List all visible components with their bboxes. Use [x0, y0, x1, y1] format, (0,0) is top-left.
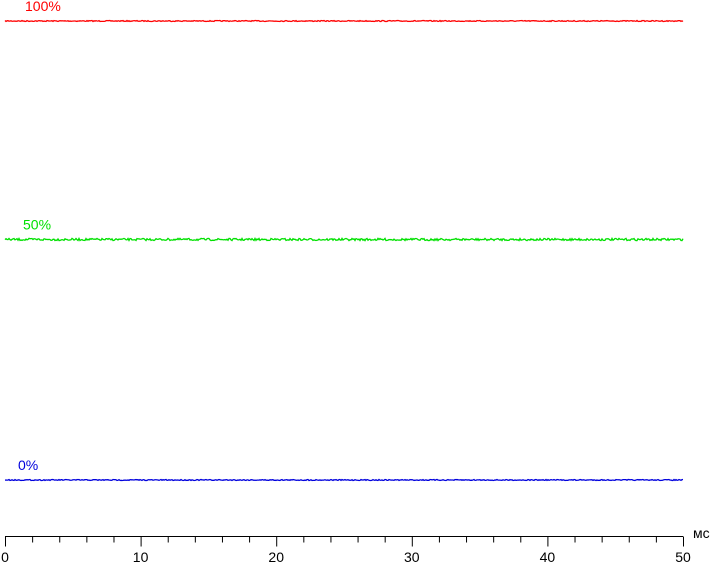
x-tick-label: 30 [404, 549, 420, 563]
x-axis-unit: мс [693, 525, 710, 541]
series-line-100 [4, 19, 684, 23]
x-axis: мс 0 10 20 30 40 50 [1, 525, 710, 565]
series-label-100: 100% [25, 0, 61, 14]
x-tick-label: 50 [675, 549, 691, 563]
x-tick-label: 40 [540, 549, 556, 563]
x-tick-label: 10 [133, 549, 149, 563]
series-line-0 [4, 478, 684, 482]
x-tick-label: 20 [268, 549, 284, 563]
series-label-50: 50% [23, 217, 51, 233]
series-layer: 100% 50% 0% [4, 0, 684, 482]
series-line-50 [4, 236, 684, 242]
x-tick-label: 0 [1, 549, 9, 563]
series-label-0: 0% [18, 457, 38, 473]
